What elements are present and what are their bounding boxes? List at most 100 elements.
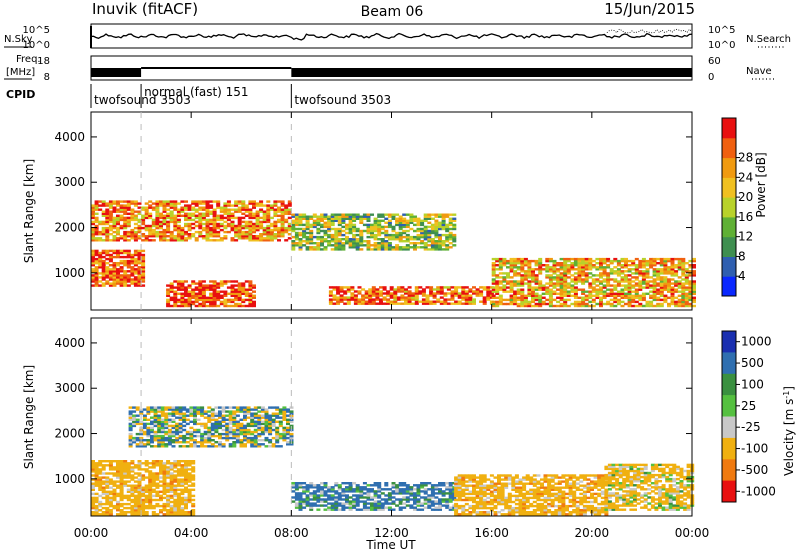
echo-cell: [144, 486, 149, 489]
echo-cell: [527, 292, 532, 295]
echo-cell: [141, 284, 146, 287]
echo-cell: [584, 294, 589, 297]
echo-cell: [350, 288, 355, 291]
echo-cell: [434, 223, 439, 227]
echo-cell: [323, 504, 328, 507]
echo-cell: [139, 432, 144, 436]
echo-cell: [169, 284, 174, 287]
echo-cell: [291, 221, 296, 224]
echo-cell: [395, 486, 400, 489]
echo-cell: [116, 474, 120, 477]
echo-cell: [108, 206, 113, 209]
echo-cell: [116, 208, 120, 211]
echo-cell: [377, 500, 382, 503]
echo-cell: [273, 204, 278, 207]
echo-cell: [212, 282, 217, 285]
echo-cell: [341, 229, 346, 233]
echo-cell: [631, 276, 636, 279]
echo-cell: [659, 257, 664, 261]
echo-cell: [405, 240, 410, 243]
echo-cell: [430, 227, 435, 231]
echo-cell: [468, 490, 473, 493]
echo-cell: [413, 238, 417, 241]
echo-cell: [284, 226, 289, 230]
echo-cell: [155, 218, 160, 222]
echo-cell: [427, 506, 432, 509]
echo-cell: [538, 262, 543, 265]
echo-cell: [320, 482, 324, 485]
echo-cell: [180, 239, 185, 242]
echo-cell: [396, 302, 401, 305]
echo-cell: [577, 266, 582, 269]
echo-cell: [377, 233, 382, 237]
echo-cell: [556, 288, 561, 291]
echo-cell: [602, 274, 607, 277]
echo-cell: [595, 280, 600, 283]
echo-cell: [191, 233, 196, 236]
echo-cell: [404, 290, 408, 293]
echo-cell: [613, 286, 618, 289]
echo-cell: [116, 484, 120, 487]
echo-cell: [173, 502, 178, 506]
echo-cell: [191, 466, 196, 469]
echo-cell: [545, 298, 550, 302]
echo-cell: [212, 230, 217, 234]
echo-cell: [327, 227, 332, 231]
echo-cell: [148, 500, 153, 504]
echo-cell: [502, 278, 507, 281]
echo-cell: [452, 238, 457, 241]
echo-cell: [173, 218, 178, 222]
echo-cell: [108, 468, 113, 471]
echo-cell: [320, 219, 324, 222]
echo-cell: [402, 484, 407, 487]
echo-cell: [200, 436, 205, 440]
echo-cell: [312, 494, 317, 497]
echo-cell: [566, 257, 571, 261]
echo-cell: [191, 292, 196, 295]
echo-cell: [280, 210, 285, 213]
echo-cell: [119, 488, 124, 491]
echo-cell: [641, 264, 646, 267]
echo-cell: [266, 226, 271, 230]
echo-cell: [141, 253, 146, 257]
echo-cell: [411, 298, 416, 301]
echo-cell: [457, 292, 462, 295]
echo-cell: [427, 233, 432, 237]
echo-cell: [475, 502, 480, 506]
echo-cell: [641, 294, 646, 297]
echo-cell: [334, 508, 339, 511]
echo-cell: [116, 462, 120, 465]
echo-cell: [631, 272, 636, 275]
echo-cell: [248, 214, 253, 217]
echo-cell: [212, 220, 217, 224]
echo-cell: [141, 272, 146, 275]
echo-cell: [101, 214, 106, 217]
echo-cell: [548, 302, 553, 306]
echo-cell: [237, 292, 242, 295]
echo-cell: [275, 420, 280, 423]
echo-cell: [620, 266, 625, 269]
echo-cell: [352, 217, 357, 220]
echo-cell: [123, 204, 128, 207]
echo-cell: [112, 218, 117, 222]
echo-cell: [198, 284, 203, 287]
echo-cell: [205, 298, 210, 302]
echo-cell: [413, 248, 417, 251]
echo-cell: [187, 226, 192, 230]
echo-cell: [584, 290, 589, 293]
echo-cell: [157, 414, 162, 417]
echo-cell: [409, 219, 414, 222]
echo-cell: [280, 233, 285, 236]
echo-cell: [135, 414, 140, 417]
echo-cell: [649, 276, 654, 279]
echo-cell: [359, 490, 364, 493]
echo-cell: [162, 206, 167, 209]
echo-cell: [538, 259, 543, 263]
echo-cell: [336, 302, 341, 305]
echo-cell: [137, 224, 142, 228]
echo-cell: [624, 266, 628, 269]
echo-cell: [430, 488, 435, 491]
echo-cell: [454, 513, 459, 516]
echo-cell: [237, 290, 242, 293]
echo-cell: [359, 248, 364, 251]
